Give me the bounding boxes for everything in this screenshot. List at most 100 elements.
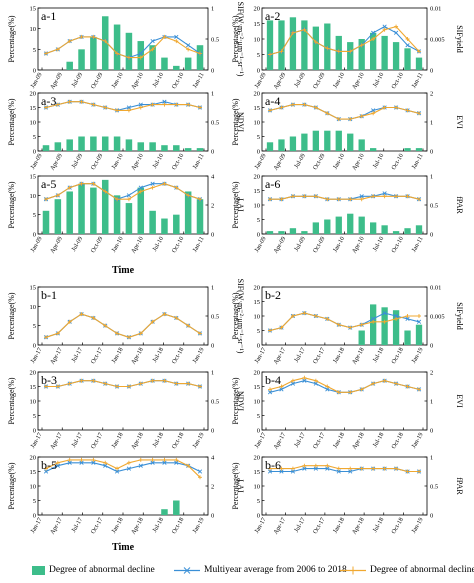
x-tick-label: Apr-09 [272,72,287,91]
y2-axis-label: SIFyield [455,302,464,330]
bar [149,45,156,70]
bar [42,210,50,234]
x-tick-label: Oct-18 [171,347,186,366]
multiyear-point [43,469,49,474]
legend-multiyear-label: Multiyear average from 2006 to 2018 [204,565,347,575]
y-tick-label: 10 [30,193,37,200]
multiyear-point [313,466,318,471]
y-tick-label: 10 [254,399,261,406]
bar [404,330,411,345]
decline-point [126,335,131,340]
x-tick-label: Apr-10 [351,72,366,91]
multiyear-point [325,387,330,392]
y-tick-label: 0 [257,232,260,239]
y-tick-label: 0 [33,68,36,75]
decline-point [382,466,387,471]
decline-point [371,381,376,386]
y-tick-label: 20 [254,455,261,462]
decline-line [269,25,420,56]
chart-panel-a-4: 0 5 10 15 20 0 1 2 Jan-09 Apr-09 Jul-09 Oct-09 Jan-1… [231,91,464,172]
bar [66,139,73,151]
x-tick-label: Jul-17 [293,517,307,534]
decline-point [44,105,48,110]
y-tick-label: 10 [30,484,37,491]
bar [278,231,285,234]
y-tick-label: 15 [30,105,37,112]
decline-point [115,108,120,113]
y-tick-label: 5 [257,328,260,335]
decline-point [313,194,318,199]
decline-line [46,380,201,388]
decline-point [67,457,72,462]
decline-point [268,328,272,333]
panel-label: a-3 [41,94,56,108]
y-tick-label: 10 [254,37,261,44]
y-tick-label: 15 [254,105,261,112]
decline-point [174,39,179,44]
decline-point [115,51,120,56]
y-tick-label: 15 [254,21,261,28]
decline-point [268,387,272,392]
y2-tick-label: 0 [430,68,433,75]
x-tick-label: Oct-17 [312,432,327,451]
bar [312,130,319,151]
multiyear-point [313,381,318,386]
decline-point [103,381,108,386]
decline-point [268,466,272,471]
y-tick-label: 0 [33,149,36,156]
multiyear-point [416,319,422,324]
chart-panel-a-6: 0 5 10 15 20 0 0.5 1 Jan-09 Apr-09 Jul-09 Oct-09 Jan… [231,174,464,255]
x-tick-label: Jul-18 [372,517,386,534]
decline-point [55,102,60,107]
y2-axis-label: NDVI [236,391,245,411]
y-tick-label: 15 [30,6,37,13]
y2-tick-label: 2 [211,484,214,491]
decline-point [336,390,341,395]
x-tick-label: Oct-10 [390,236,405,255]
multiyear-point [150,181,155,186]
multiyear-point [126,105,132,110]
x-tick-label: Apr-17 [49,432,64,451]
decline-point [394,466,399,471]
decline-point [162,102,167,107]
multiyear-point [126,193,132,198]
x-tick-label: Jul-18 [372,432,386,449]
x-tick-label: Jan-09 [253,153,267,171]
bar [78,183,85,234]
multiyear-point [393,313,399,319]
decline-point [279,105,284,110]
x-tick-label: Jan-10 [332,72,346,90]
multiyear-point [382,191,387,196]
plot-frame [261,175,428,235]
y2-tick-label: 0.5 [430,484,438,491]
multiyear-point [162,460,167,465]
legend-decline-label: Degree of abnormal decline [370,565,474,575]
y-axis-label: Percentage(%) [231,181,240,228]
multiyear-point [126,466,132,471]
decline-point [138,331,143,336]
y-tick-label: 15 [254,188,261,195]
bar [90,136,97,151]
bar [173,500,180,515]
y-tick-label: 20 [254,174,261,181]
x-tick-label: Jan-18 [332,432,346,450]
decline-point [91,315,96,320]
multiyear-point [279,469,284,474]
decline-point [394,24,399,29]
bar [54,142,62,151]
y-tick-label: 10 [254,484,261,491]
bar [173,65,180,70]
decline-point [405,469,410,474]
y2-tick-label: 0.5 [211,399,219,406]
x-tick-label: Jan-17 [253,432,267,450]
x-tick-label: Oct-10 [171,153,186,172]
x-tick-label: Apr-17 [272,432,287,451]
x-tick-label: Jul-18 [151,347,165,364]
decline-point [336,117,341,122]
y2-tick-label: 0.01 [430,285,441,292]
x-tick-label: Oct-18 [390,347,405,366]
bar [370,32,377,70]
y-tick-label: 0 [257,343,260,350]
bar [347,133,354,151]
bar [266,142,274,151]
